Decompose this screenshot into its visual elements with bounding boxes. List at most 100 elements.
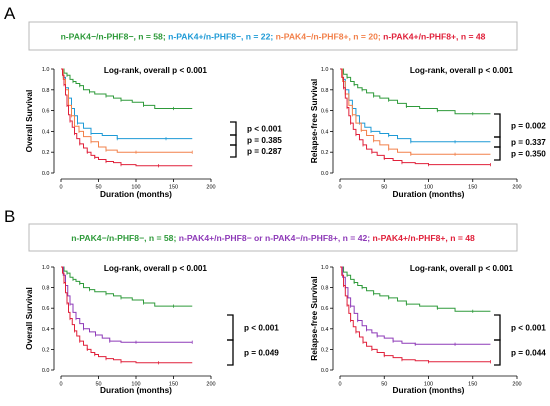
y-tick-label: 0.8 bbox=[42, 286, 50, 292]
x-tick-label: 50 bbox=[95, 382, 101, 388]
comparison-bracket bbox=[494, 314, 501, 341]
x-tick-label: 0 bbox=[59, 382, 62, 388]
series-line bbox=[340, 266, 491, 312]
x-axis-title: Duration (months) bbox=[393, 385, 465, 395]
p-value-label: p < 0.001 bbox=[244, 324, 279, 333]
p-value-label: p = 0.385 bbox=[247, 136, 282, 145]
x-tick-label: 0 bbox=[338, 185, 341, 191]
series-line bbox=[340, 68, 491, 166]
comparison-bracket bbox=[230, 134, 237, 146]
y-tick-label: 0.6 bbox=[42, 306, 50, 312]
x-tick-label: 200 bbox=[206, 185, 215, 191]
p-value-label: p = 0.337 bbox=[511, 138, 546, 147]
y-tick-label: 0.0 bbox=[321, 171, 329, 177]
series-line bbox=[61, 266, 193, 364]
comparison-bracket bbox=[227, 339, 234, 366]
legend-entry: n-PAK4+/n-PHF8+, n = 48 bbox=[373, 233, 475, 243]
comparison-bracket bbox=[230, 121, 237, 136]
y-tick-label: 0.0 bbox=[42, 171, 50, 177]
legend-b: n-PAK4−/n-PHF8−, n = 58; n-PAK4+/n-PHF8−… bbox=[71, 233, 475, 243]
p-value-label: p = 0.044 bbox=[511, 349, 546, 358]
legend-entry: n-PAK4+/n-PHF8+, n = 48 bbox=[383, 32, 485, 42]
legend-box-b bbox=[28, 223, 518, 252]
x-tick-label: 200 bbox=[512, 185, 521, 191]
series-line bbox=[340, 68, 491, 115]
legend-entry: n-PAK4−/n-PHF8+, n = 20; bbox=[276, 32, 384, 42]
x-axis-title: Duration (months) bbox=[100, 385, 172, 395]
legend-box-a bbox=[28, 21, 518, 51]
y-tick-label: 1.0 bbox=[321, 265, 329, 271]
y-tick-label: 0.6 bbox=[321, 306, 329, 312]
x-tick-label: 50 bbox=[381, 185, 387, 191]
comparison-bracket bbox=[494, 136, 501, 148]
x-tick-label: 150 bbox=[169, 382, 178, 388]
series-line bbox=[340, 266, 491, 345]
legend-entry: n-PAK4+/n-PHF8−, n = 22; bbox=[168, 32, 276, 42]
legend-entry: n-PAK4−/n-PHF8−, n = 58; bbox=[61, 32, 169, 42]
panel-label-b: B bbox=[4, 207, 15, 226]
y-axis-title: Relapse-free Survival bbox=[309, 276, 319, 360]
y-tick-label: 0.2 bbox=[42, 347, 50, 353]
y-tick-label: 1.0 bbox=[42, 67, 50, 73]
x-tick-label: 150 bbox=[468, 382, 477, 388]
y-tick-label: 0.4 bbox=[42, 129, 50, 135]
y-tick-label: 0.6 bbox=[321, 109, 329, 115]
comparison-bracket bbox=[227, 314, 234, 341]
comparison-bracket bbox=[494, 146, 501, 161]
series-line bbox=[61, 68, 193, 153]
series-line bbox=[61, 68, 193, 140]
x-tick-label: 100 bbox=[424, 382, 433, 388]
x-tick-label: 200 bbox=[206, 382, 215, 388]
y-tick-label: 0.8 bbox=[42, 88, 50, 94]
x-tick-label: 50 bbox=[381, 382, 387, 388]
y-axis-title: Relapse-free Survival bbox=[309, 79, 319, 163]
x-tick-label: 100 bbox=[424, 185, 433, 191]
x-tick-label: 50 bbox=[95, 185, 101, 191]
y-tick-label: 0.2 bbox=[321, 347, 329, 353]
y-axis-title: Overall Survival bbox=[24, 90, 34, 153]
km-chart-2: 0.0 0.2 0.4 0.6 0.8 1.0 0 50 100 150 200 Duration (… bbox=[309, 66, 546, 199]
y-tick-label: 0.2 bbox=[321, 150, 329, 156]
km-chart-1: 0.0 0.2 0.4 0.6 0.8 1.0 0 50 100 150 200 Duration (… bbox=[24, 66, 282, 199]
x-tick-label: 0 bbox=[338, 382, 341, 388]
p-value-label: p < 0.001 bbox=[247, 125, 282, 134]
p-value-label: p < 0.001 bbox=[511, 324, 546, 333]
comparison-bracket bbox=[494, 113, 501, 138]
series-line bbox=[340, 68, 491, 143]
comparison-bracket bbox=[230, 144, 237, 158]
y-tick-label: 0.2 bbox=[42, 150, 50, 156]
y-tick-label: 0.6 bbox=[42, 109, 50, 115]
km-chart-4: 0.0 0.2 0.4 0.6 0.8 1.0 0 50 100 150 200 Duration (… bbox=[309, 264, 546, 395]
y-tick-label: 0.8 bbox=[321, 286, 329, 292]
y-tick-label: 0.4 bbox=[42, 327, 50, 333]
y-tick-label: 0.4 bbox=[321, 327, 329, 333]
legend-a: n-PAK4−/n-PHF8−, n = 58; n-PAK4+/n-PHF8−… bbox=[61, 32, 486, 42]
chart-title: Log-rank, overall p < 0.001 bbox=[104, 264, 208, 273]
x-tick-label: 150 bbox=[468, 185, 477, 191]
legend-entry: n-PAK4−/n-PHF8−, n = 58; bbox=[71, 233, 179, 243]
p-value-label: p = 0.350 bbox=[511, 150, 546, 159]
legend-entry: n-PAK4+/n-PHF8− or n-PAK4−/n-PHF8+, n = … bbox=[179, 233, 373, 243]
x-axis-title: Duration (months) bbox=[393, 189, 465, 199]
chart-title: Log-rank, overall p < 0.001 bbox=[104, 66, 208, 75]
y-tick-label: 1.0 bbox=[42, 265, 50, 271]
km-chart-3: 0.0 0.2 0.4 0.6 0.8 1.0 0 50 100 150 200 Duration (… bbox=[24, 264, 279, 395]
p-value-label: p = 0.002 bbox=[511, 122, 546, 131]
series-line bbox=[61, 68, 193, 167]
chart-title: Log-rank, overall p < 0.001 bbox=[410, 66, 514, 75]
x-tick-label: 150 bbox=[169, 185, 178, 191]
x-axis-title: Duration (months) bbox=[100, 189, 172, 199]
y-tick-label: 0.4 bbox=[321, 129, 329, 135]
x-tick-label: 200 bbox=[512, 382, 521, 388]
y-tick-label: 0.0 bbox=[42, 368, 50, 374]
p-value-label: p = 0.287 bbox=[247, 147, 282, 156]
y-axis-title: Overall Survival bbox=[24, 287, 34, 350]
p-value-label: p = 0.049 bbox=[244, 349, 279, 358]
y-tick-label: 0.0 bbox=[321, 368, 329, 374]
series-line bbox=[61, 266, 193, 343]
panel-label-a: A bbox=[4, 4, 16, 23]
comparison-bracket bbox=[494, 339, 501, 366]
y-tick-label: 1.0 bbox=[321, 67, 329, 73]
